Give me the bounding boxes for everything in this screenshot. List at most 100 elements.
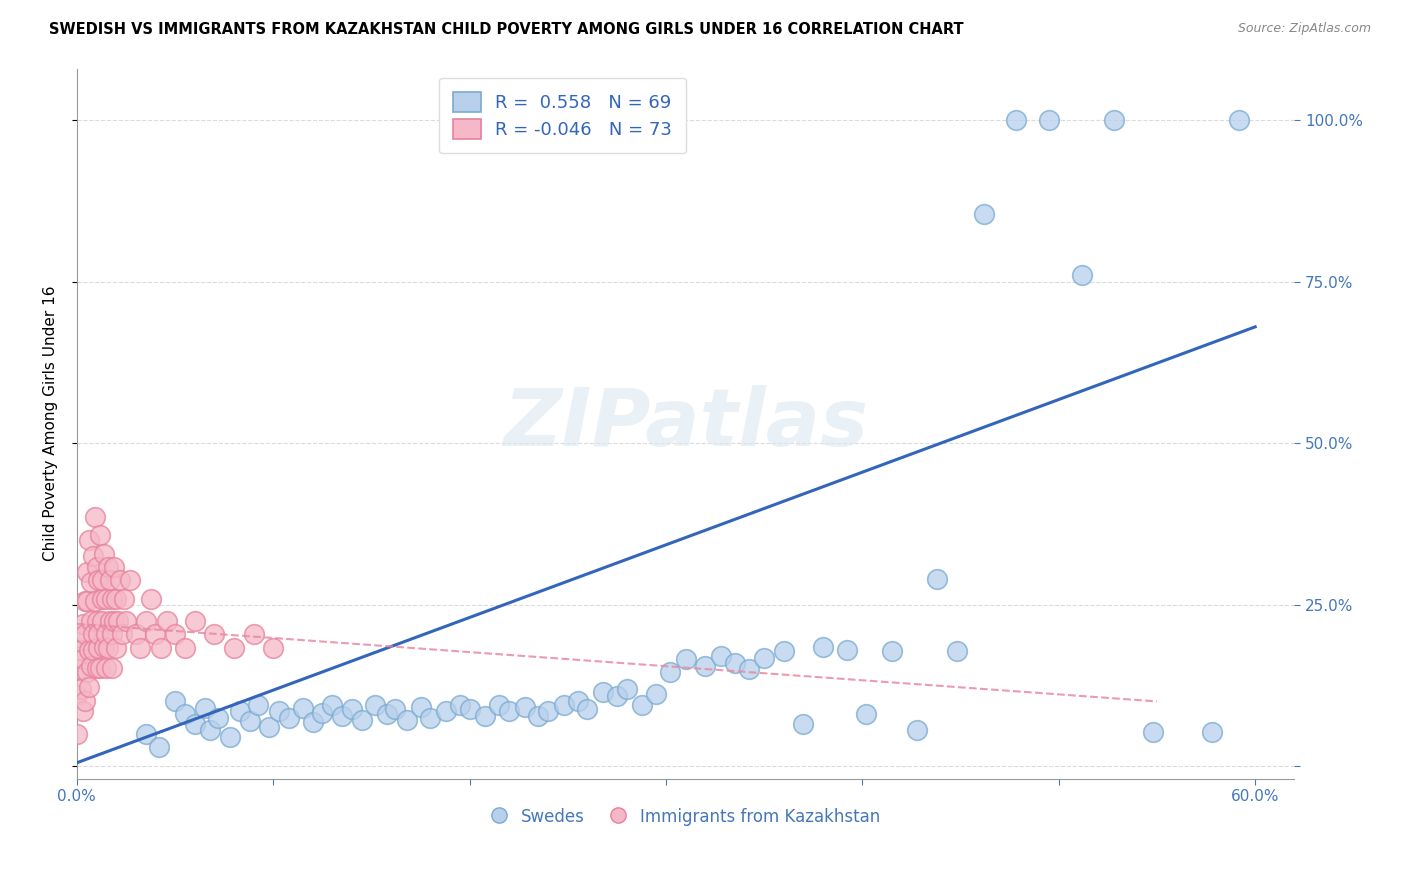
Point [98,614,121,628]
Point [1038,113,1060,128]
Point [156,614,179,628]
Point [82,549,104,563]
Point [567,694,589,708]
Point [66,688,89,702]
Point [97,641,120,656]
Point [135,727,157,741]
Point [1071,268,1094,282]
Point [330,708,353,723]
Text: Source: ZipAtlas.com: Source: ZipAtlas.com [1237,22,1371,36]
Point [165,694,187,708]
Point [96,592,118,607]
Point [880,644,903,658]
Point [498,704,520,718]
Point [513,699,536,714]
Point [72,616,94,631]
Point [658,665,681,680]
Point [101,626,124,640]
Point [754,650,776,665]
Point [631,698,654,712]
Point [737,662,759,676]
Point [107,614,129,628]
Point [87,626,110,640]
Point [527,708,550,723]
Point [239,714,262,728]
Point [945,644,967,658]
Point [86,614,108,628]
Point [724,656,747,670]
Point [103,614,125,628]
Point [1229,113,1251,128]
Y-axis label: Child Poverty Among Girls Under 16: Child Poverty Among Girls Under 16 [44,286,58,561]
Point [73,626,96,640]
Point [434,704,457,718]
Point [96,626,118,640]
Point [183,717,205,731]
Point [69,642,91,657]
Point [91,592,114,607]
Legend: Swedes, Immigrants from Kazakhstan: Swedes, Immigrants from Kazakhstan [482,800,889,835]
Point [242,626,264,640]
Point [96,661,118,675]
Point [111,626,134,640]
Point [145,626,167,640]
Point [93,640,115,654]
Point [458,702,481,716]
Point [72,704,94,718]
Point [128,641,150,656]
Point [83,510,105,524]
Point [82,626,104,640]
Point [364,698,387,712]
Point [792,717,814,731]
Point [89,661,111,675]
Point [105,592,128,607]
Point [291,701,314,715]
Point [91,614,114,628]
Point [82,642,104,657]
Point [101,592,124,607]
Point [835,642,858,657]
Point [321,698,343,712]
Point [77,680,100,694]
Point [409,699,432,714]
Point [1142,725,1164,739]
Point [645,687,668,701]
Point [301,715,323,730]
Point [262,641,284,656]
Point [259,720,281,734]
Point [83,594,105,608]
Point [278,710,301,724]
Point [855,707,877,722]
Point [222,641,245,656]
Point [695,659,717,673]
Point [118,573,141,587]
Point [606,690,628,704]
Point [86,661,108,675]
Point [710,649,733,664]
Point [79,614,101,628]
Point [115,614,138,628]
Point [141,592,163,607]
Point [103,560,125,574]
Point [449,698,471,712]
Point [905,723,928,738]
Point [101,661,124,675]
Point [148,739,170,754]
Point [219,730,242,744]
Point [202,626,225,640]
Point [150,641,173,656]
Point [925,572,948,586]
Point [246,698,269,712]
Point [135,614,157,628]
Point [86,560,108,574]
Point [76,665,98,680]
Point [125,626,148,640]
Point [350,713,373,727]
Text: SWEDISH VS IMMIGRANTS FROM KAZAKHSTAN CHILD POVERTY AMONG GIRLS UNDER 16 CORRELA: SWEDISH VS IMMIGRANTS FROM KAZAKHSTAN CH… [49,22,965,37]
Point [488,698,510,712]
Point [79,574,101,589]
Point [77,533,100,547]
Point [419,710,441,724]
Point [537,704,560,718]
Point [73,594,96,608]
